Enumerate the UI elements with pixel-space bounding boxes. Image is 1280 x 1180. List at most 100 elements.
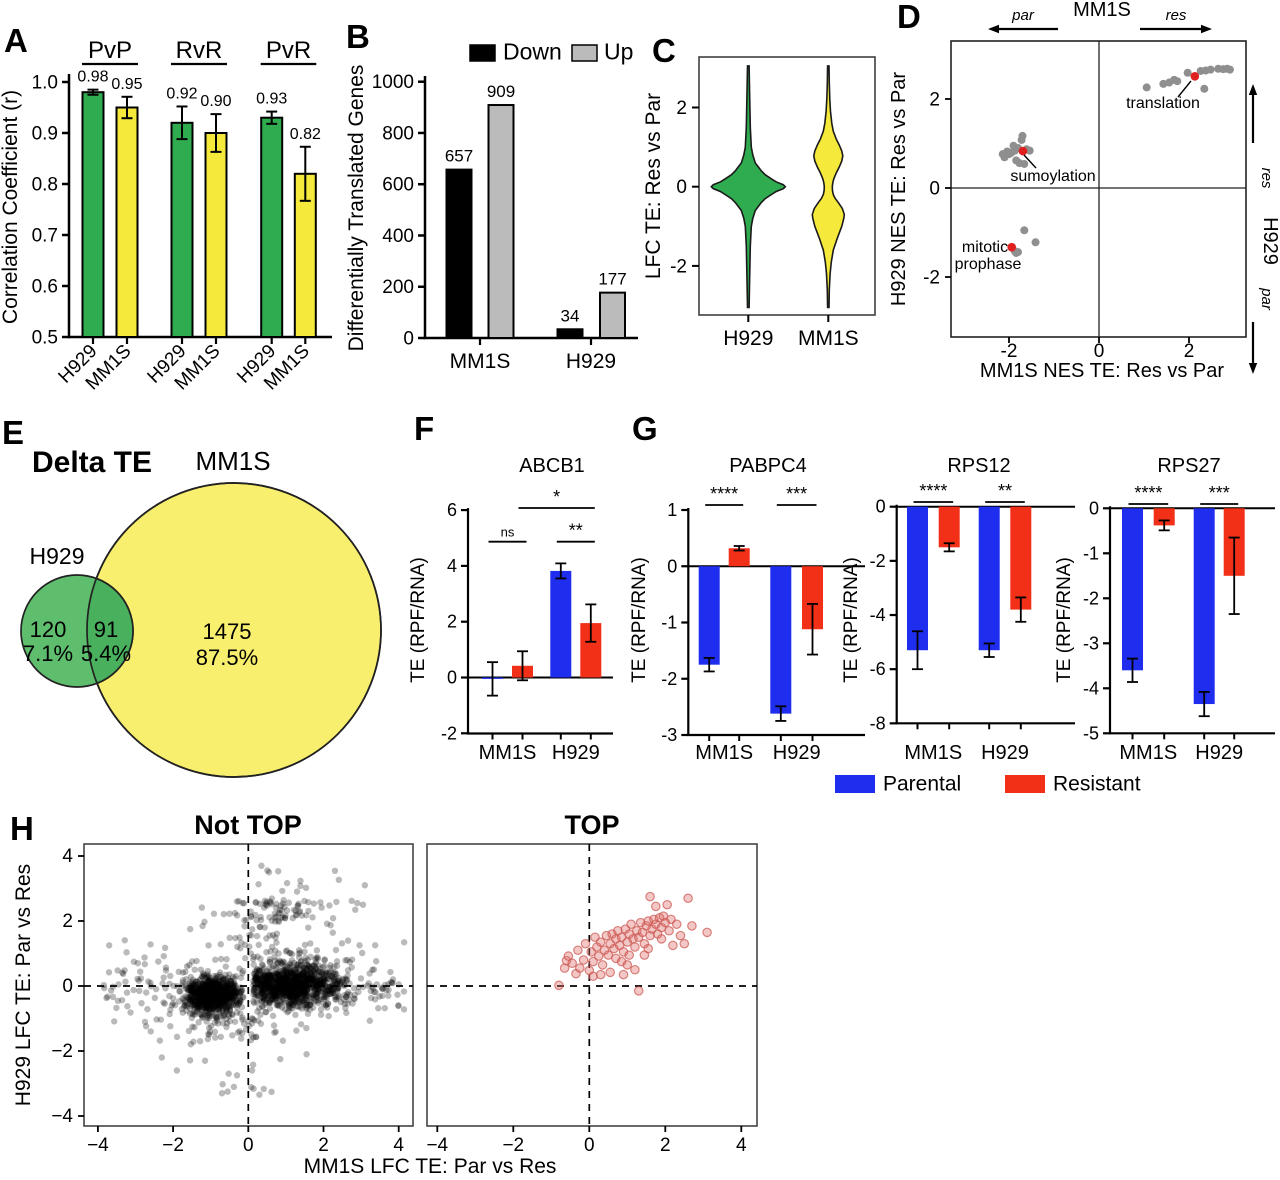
- g1-bar-parental-h929: [770, 566, 792, 714]
- h-nottop-point: [189, 982, 196, 989]
- legend-label-resistant: Resistant: [1053, 773, 1141, 796]
- h-nottop-point: [305, 907, 312, 915]
- h-nottop-point: [282, 984, 290, 991]
- h-nottop-point: [304, 983, 311, 991]
- h-nottop-point: [258, 984, 265, 992]
- h-nottop-point: [289, 983, 296, 991]
- h-nottop-point: [333, 985, 341, 993]
- h-nottop-point: [315, 972, 323, 979]
- h-nottop-point: [232, 988, 240, 996]
- h-nottop-point: [191, 992, 198, 999]
- h-nottop-point: [201, 998, 209, 1005]
- h-nottop-point: [191, 1011, 199, 1018]
- h-nottop-point: [215, 1001, 223, 1008]
- h-nottop-point: [198, 1012, 206, 1019]
- h-nottop-point: [303, 961, 311, 968]
- h-nottop-point: [269, 987, 276, 995]
- h-nottop-point: [272, 990, 279, 998]
- h-nottop-point: [239, 970, 246, 977]
- h-nottop-point: [190, 996, 197, 1003]
- h-nottop-point: [276, 988, 284, 995]
- h-nottop-point: [343, 976, 350, 983]
- h-nottop-point: [284, 992, 291, 999]
- h-nottop-point: [206, 989, 213, 997]
- h-nottop-point: [263, 983, 270, 991]
- h-nottop-point: [226, 977, 234, 984]
- h-nottop-point: [297, 958, 305, 965]
- h-nottop-point: [206, 992, 214, 1000]
- h-nottop-point: [281, 991, 288, 999]
- h-nottop-point: [220, 986, 227, 993]
- h-nottop-point: [292, 985, 299, 992]
- h-nottop-point: [196, 997, 203, 1004]
- h-nottop-point: [179, 977, 187, 984]
- h-nottop-point: [197, 989, 204, 997]
- h-nottop-point: [205, 1024, 213, 1032]
- h-nottop-point: [294, 983, 301, 990]
- error-bar: [1198, 690, 1210, 718]
- h-nottop-point: [185, 980, 192, 988]
- h-nottop-point: [266, 984, 274, 991]
- h-nottop-point: [186, 1005, 194, 1012]
- h-nottop-point: [314, 997, 322, 1005]
- h-nottop-point: [221, 994, 228, 1001]
- h-nottop-point: [201, 974, 208, 981]
- d-gene-set-point: [1018, 131, 1027, 140]
- h-nottop-point: [291, 972, 298, 980]
- b-legend-label-up: Up: [604, 39, 633, 65]
- h-nottop-point: [307, 965, 314, 972]
- h-nottop-point: [321, 956, 328, 963]
- h-nottop-point: [196, 994, 203, 1001]
- h-nottop-point: [304, 1003, 312, 1010]
- h-nottop-point: [260, 994, 267, 1001]
- h-nottop-point: [212, 995, 219, 1003]
- h-nottop-point: [254, 981, 262, 989]
- h-nottop-point: [265, 983, 272, 991]
- d-right-par-arrow-icon: [1248, 322, 1258, 374]
- h-nottop-point: [296, 909, 303, 916]
- h-nottop-point: [293, 992, 301, 999]
- h-nottop-point: [191, 984, 199, 992]
- h-nottop-point: [264, 974, 271, 981]
- h-nottop-point: [254, 969, 262, 977]
- h-nottop-point: [312, 959, 319, 966]
- g2-y-axis-title: TE (RPF/RNA): [841, 557, 862, 683]
- h-nottop-point: [275, 969, 283, 976]
- h-nottop-point: [328, 981, 336, 988]
- h-nottop-point: [206, 1005, 213, 1012]
- h-nottop-point: [265, 987, 273, 995]
- h-nottop-point: [224, 997, 231, 1005]
- h-nottop-point: [203, 994, 210, 1002]
- h-nottop-point: [217, 996, 225, 1004]
- h-nottop-point: [276, 982, 284, 989]
- h-nottop-point: [274, 969, 281, 977]
- h-nottop-point: [264, 989, 271, 996]
- h-nottop-point: [307, 992, 315, 1000]
- h-nottop-point: [298, 995, 305, 1003]
- d-annotation-translation: translation: [1126, 95, 1200, 112]
- h-nottop-point: [302, 1000, 310, 1007]
- h-nottop-point: [286, 975, 293, 983]
- h-nottop-point: [266, 932, 273, 939]
- h-nottop-point: [205, 990, 212, 997]
- h-nottop-point: [250, 977, 257, 985]
- h-nottop-point: [230, 1083, 238, 1091]
- h-nottop-point: [221, 991, 229, 999]
- h-nottop-point: [262, 996, 270, 1003]
- h-nottop-point: [266, 985, 273, 992]
- h-nottop-point: [195, 986, 203, 993]
- h-nottop-point: [193, 957, 200, 965]
- h-nottop-point: [187, 982, 194, 990]
- h-nottop-point: [361, 882, 369, 889]
- h-top-point: [595, 937, 606, 947]
- d-x-tick-label: 2: [1184, 341, 1195, 362]
- h-nottop-point: [198, 992, 206, 999]
- h-nottop-point: [274, 982, 282, 990]
- h-nottop-point: [191, 1008, 198, 1016]
- h-nottop-point: [166, 992, 173, 1000]
- h-nottop-point: [254, 973, 262, 981]
- h-nottop-point: [194, 982, 202, 990]
- h-nottop-point: [248, 1031, 255, 1038]
- h-nottop-point: [224, 984, 232, 991]
- h-nottop-point: [225, 999, 233, 1007]
